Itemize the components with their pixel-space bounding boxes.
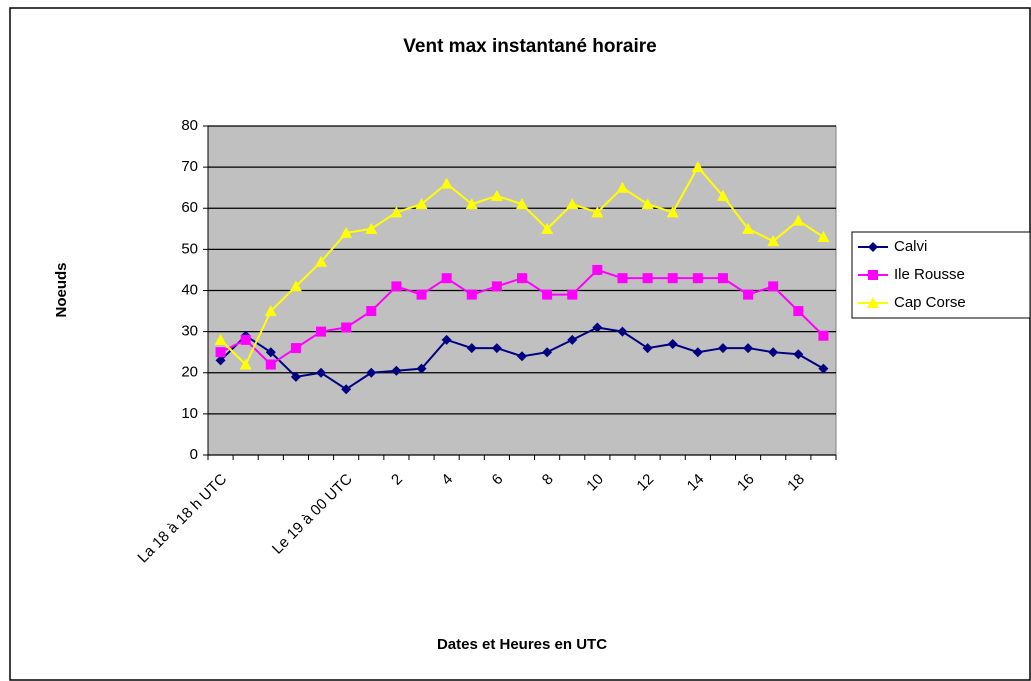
marker	[667, 338, 678, 349]
marker	[716, 189, 729, 201]
marker	[592, 322, 603, 333]
marker	[691, 161, 704, 173]
marker	[490, 189, 503, 201]
marker	[240, 334, 251, 345]
legend-label: Cap Corse	[894, 294, 966, 311]
marker	[466, 289, 477, 300]
marker	[767, 235, 780, 247]
y-axis-title: Noeuds	[53, 262, 70, 317]
marker	[265, 359, 276, 370]
marker	[793, 306, 804, 317]
marker	[542, 289, 553, 300]
marker	[440, 177, 453, 189]
marker	[592, 264, 603, 275]
marker	[415, 198, 428, 210]
marker	[466, 343, 477, 354]
x-axis-title: Dates et Heures en UTC	[437, 636, 607, 653]
marker	[340, 226, 353, 238]
marker	[542, 347, 553, 358]
marker	[567, 289, 578, 300]
marker	[867, 297, 879, 308]
marker	[616, 181, 629, 193]
marker	[667, 273, 678, 284]
marker	[717, 343, 728, 354]
marker	[315, 255, 328, 267]
marker	[416, 363, 427, 374]
marker	[491, 281, 502, 292]
marker	[541, 222, 554, 234]
y-tick-label: 20	[181, 364, 198, 381]
marker	[743, 289, 754, 300]
marker	[692, 273, 703, 284]
marker	[391, 365, 402, 376]
marker	[717, 273, 728, 284]
marker	[768, 281, 779, 292]
marker	[692, 347, 703, 358]
marker	[517, 351, 527, 362]
marker	[215, 347, 226, 358]
y-tick-label: 10	[181, 405, 198, 422]
marker	[316, 326, 327, 337]
y-tick-label: 50	[181, 240, 198, 257]
marker	[289, 280, 302, 292]
marker	[768, 347, 779, 358]
marker	[566, 198, 579, 210]
marker	[868, 270, 878, 280]
marker	[290, 371, 301, 382]
marker	[441, 334, 452, 345]
marker	[792, 214, 805, 226]
marker	[365, 222, 378, 234]
marker	[416, 289, 427, 300]
marker	[390, 206, 403, 218]
legend-label: Calvi	[894, 238, 927, 255]
marker	[366, 306, 377, 317]
marker	[868, 242, 878, 252]
marker	[264, 305, 277, 317]
marker	[441, 273, 452, 284]
marker	[642, 343, 653, 354]
marker	[743, 343, 754, 354]
marker	[742, 222, 755, 234]
marker	[465, 198, 478, 210]
y-tick-label: 60	[181, 199, 198, 216]
marker	[341, 384, 352, 395]
marker	[341, 322, 352, 333]
marker	[666, 206, 679, 218]
marker	[617, 273, 628, 284]
marker	[517, 273, 527, 284]
marker	[214, 333, 227, 345]
marker	[516, 198, 528, 210]
y-tick-label: 40	[181, 281, 198, 298]
y-tick-label: 30	[181, 323, 198, 340]
marker	[567, 334, 578, 345]
marker	[391, 281, 402, 292]
y-tick-label: 0	[190, 446, 198, 463]
marker	[215, 355, 226, 366]
marker	[366, 367, 377, 378]
y-tick-label: 80	[181, 117, 198, 134]
marker	[817, 231, 830, 243]
marker	[818, 363, 829, 374]
marker	[818, 330, 829, 341]
marker	[617, 326, 628, 337]
y-tick-label: 70	[181, 158, 198, 175]
marker	[642, 273, 653, 284]
marker	[641, 198, 654, 210]
marker	[793, 349, 804, 360]
legend-label: Ile Rousse	[894, 266, 965, 283]
marker	[265, 347, 276, 358]
marker	[491, 343, 502, 354]
marker	[290, 343, 301, 354]
marker	[239, 358, 252, 370]
marker	[591, 206, 604, 218]
marker	[316, 367, 327, 378]
chart-title: Vent max instantané horaire	[403, 36, 656, 57]
